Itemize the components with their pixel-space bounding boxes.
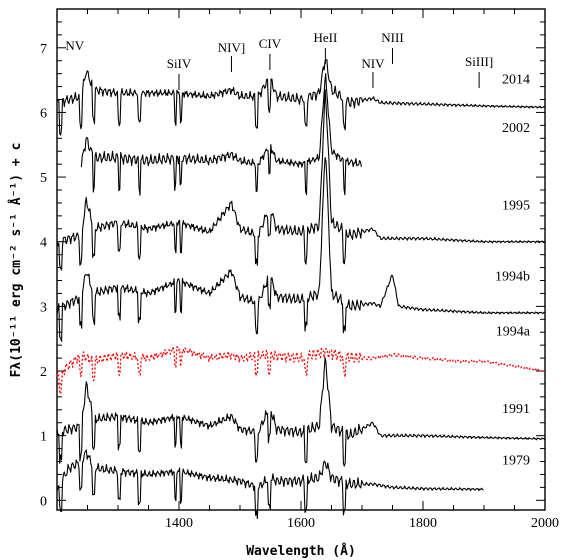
series-labels: 2014 2002 1995 1994b 1994a 1991 1979 [495, 72, 531, 468]
y-tick-label: 1 [40, 430, 47, 445]
series-line-1995 [56, 88, 546, 271]
y-tick-label: 0 [40, 494, 47, 509]
series-line-1994a [56, 345, 545, 395]
series-name-label: 2014 [502, 72, 530, 87]
line-annotations: NV SiIV NIV] CIV HeII NIV NIII SiIII] [65, 30, 493, 90]
axis-ticks: 1400 1600 1800 2000 0 1 2 3 4 5 6 7 [40, 9, 559, 531]
x-tick-label: 1600 [287, 516, 315, 531]
line-label: HeII [313, 30, 337, 45]
series-line-2002 [80, 73, 362, 196]
x-tick-label: 2000 [531, 516, 559, 531]
line-label: SiIII] [465, 54, 493, 69]
y-tick-label: 4 [40, 236, 47, 251]
line-label: NIII [381, 30, 403, 45]
series-name-label: 1991 [502, 402, 530, 417]
series-line-1979 [56, 449, 484, 520]
x-tick-label: 1800 [409, 516, 437, 531]
series-line-1994b [56, 157, 545, 342]
line-label: NIV] [218, 40, 245, 55]
line-label: NIV [361, 56, 385, 71]
series-name-label: 2002 [502, 121, 530, 136]
line-label: CIV [259, 36, 282, 51]
y-tick-label: 3 [40, 300, 47, 315]
y-tick-label: 7 [40, 42, 47, 57]
line-label: SiIV [167, 56, 192, 71]
x-axis-title: Wavelength (Å) [246, 543, 356, 559]
line-label: NV [65, 38, 84, 53]
y-tick-label: 6 [40, 106, 47, 121]
y-axis-title: Fλ(10⁻¹¹ erg cm⁻² s⁻¹ Å⁻¹) + c [8, 143, 24, 378]
series-group [56, 59, 546, 520]
y-tick-label: 5 [40, 171, 47, 186]
series-name-label: 1994b [495, 270, 530, 285]
series-line-2014 [56, 59, 545, 136]
x-tick-label: 1400 [165, 516, 193, 531]
series-name-label: 1979 [502, 454, 530, 469]
y-tick-label: 2 [40, 365, 47, 380]
series-line-1991 [56, 357, 546, 467]
series-name-label: 1994a [496, 324, 531, 339]
series-name-label: 1995 [502, 198, 530, 213]
